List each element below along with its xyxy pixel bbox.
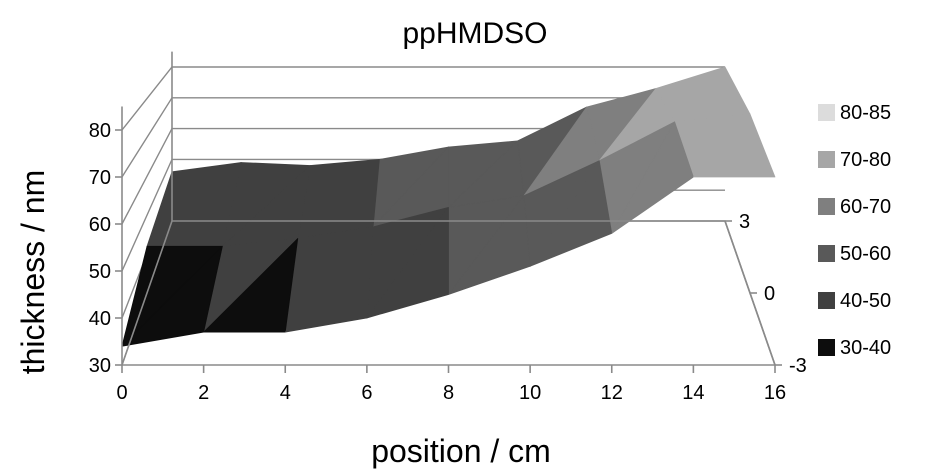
legend-label: 50-60: [840, 243, 891, 265]
depth-tick-label: -3: [789, 355, 807, 377]
surface-facet-27: [284, 226, 374, 333]
surface-facet-31: [611, 121, 694, 234]
legend-swatch: [818, 339, 835, 356]
chart-title: ppHMDSO: [402, 17, 547, 50]
legend-swatch: [818, 245, 835, 262]
legend-swatch: [818, 104, 835, 121]
y-tick-label: 30: [89, 355, 111, 377]
y-tick-label: 60: [89, 214, 111, 236]
surface-facet-25: [121, 245, 223, 347]
depth-tick-label: 3: [739, 211, 750, 233]
x-axis-title: position / cm: [371, 433, 551, 469]
legend: 80-85 70-80 60-70 50-60 40-50 30-40: [818, 102, 891, 359]
legend-label: 70-80: [840, 149, 891, 171]
y-tick-label: 80: [89, 120, 111, 142]
y-axis-title: thickness / nm: [15, 170, 51, 375]
surface-facet-26: [203, 238, 299, 333]
legend-label: 60-70: [840, 196, 891, 218]
surface-facet-32: [692, 113, 776, 178]
x-tick-label: 8: [443, 382, 454, 404]
legend-label: 80-85: [840, 102, 891, 124]
legend-swatch: [818, 151, 835, 168]
x-tick-label: 2: [198, 382, 209, 404]
x-tick-label: 10: [519, 382, 541, 404]
surface-facet-30: [529, 160, 613, 267]
legend-swatch: [818, 292, 835, 309]
legend-label: 40-50: [840, 290, 891, 312]
legend-swatch: [818, 198, 835, 215]
y-tick-label: 70: [89, 167, 111, 189]
depth-tick-label: 0: [764, 283, 775, 305]
x-tick-label: 14: [682, 382, 704, 404]
x-tick-label: 0: [116, 382, 127, 404]
x-tick-label: 6: [361, 382, 372, 404]
legend-label: 30-40: [840, 337, 891, 359]
x-tick-label: 12: [601, 382, 623, 404]
y-tick-label: 50: [89, 261, 111, 283]
x-tick-label: 16: [764, 382, 786, 404]
surface-layer: [121, 66, 776, 347]
y-tick-label: 40: [89, 308, 111, 330]
surface-facet-28: [366, 207, 449, 319]
x-tick-label: 4: [280, 382, 291, 404]
